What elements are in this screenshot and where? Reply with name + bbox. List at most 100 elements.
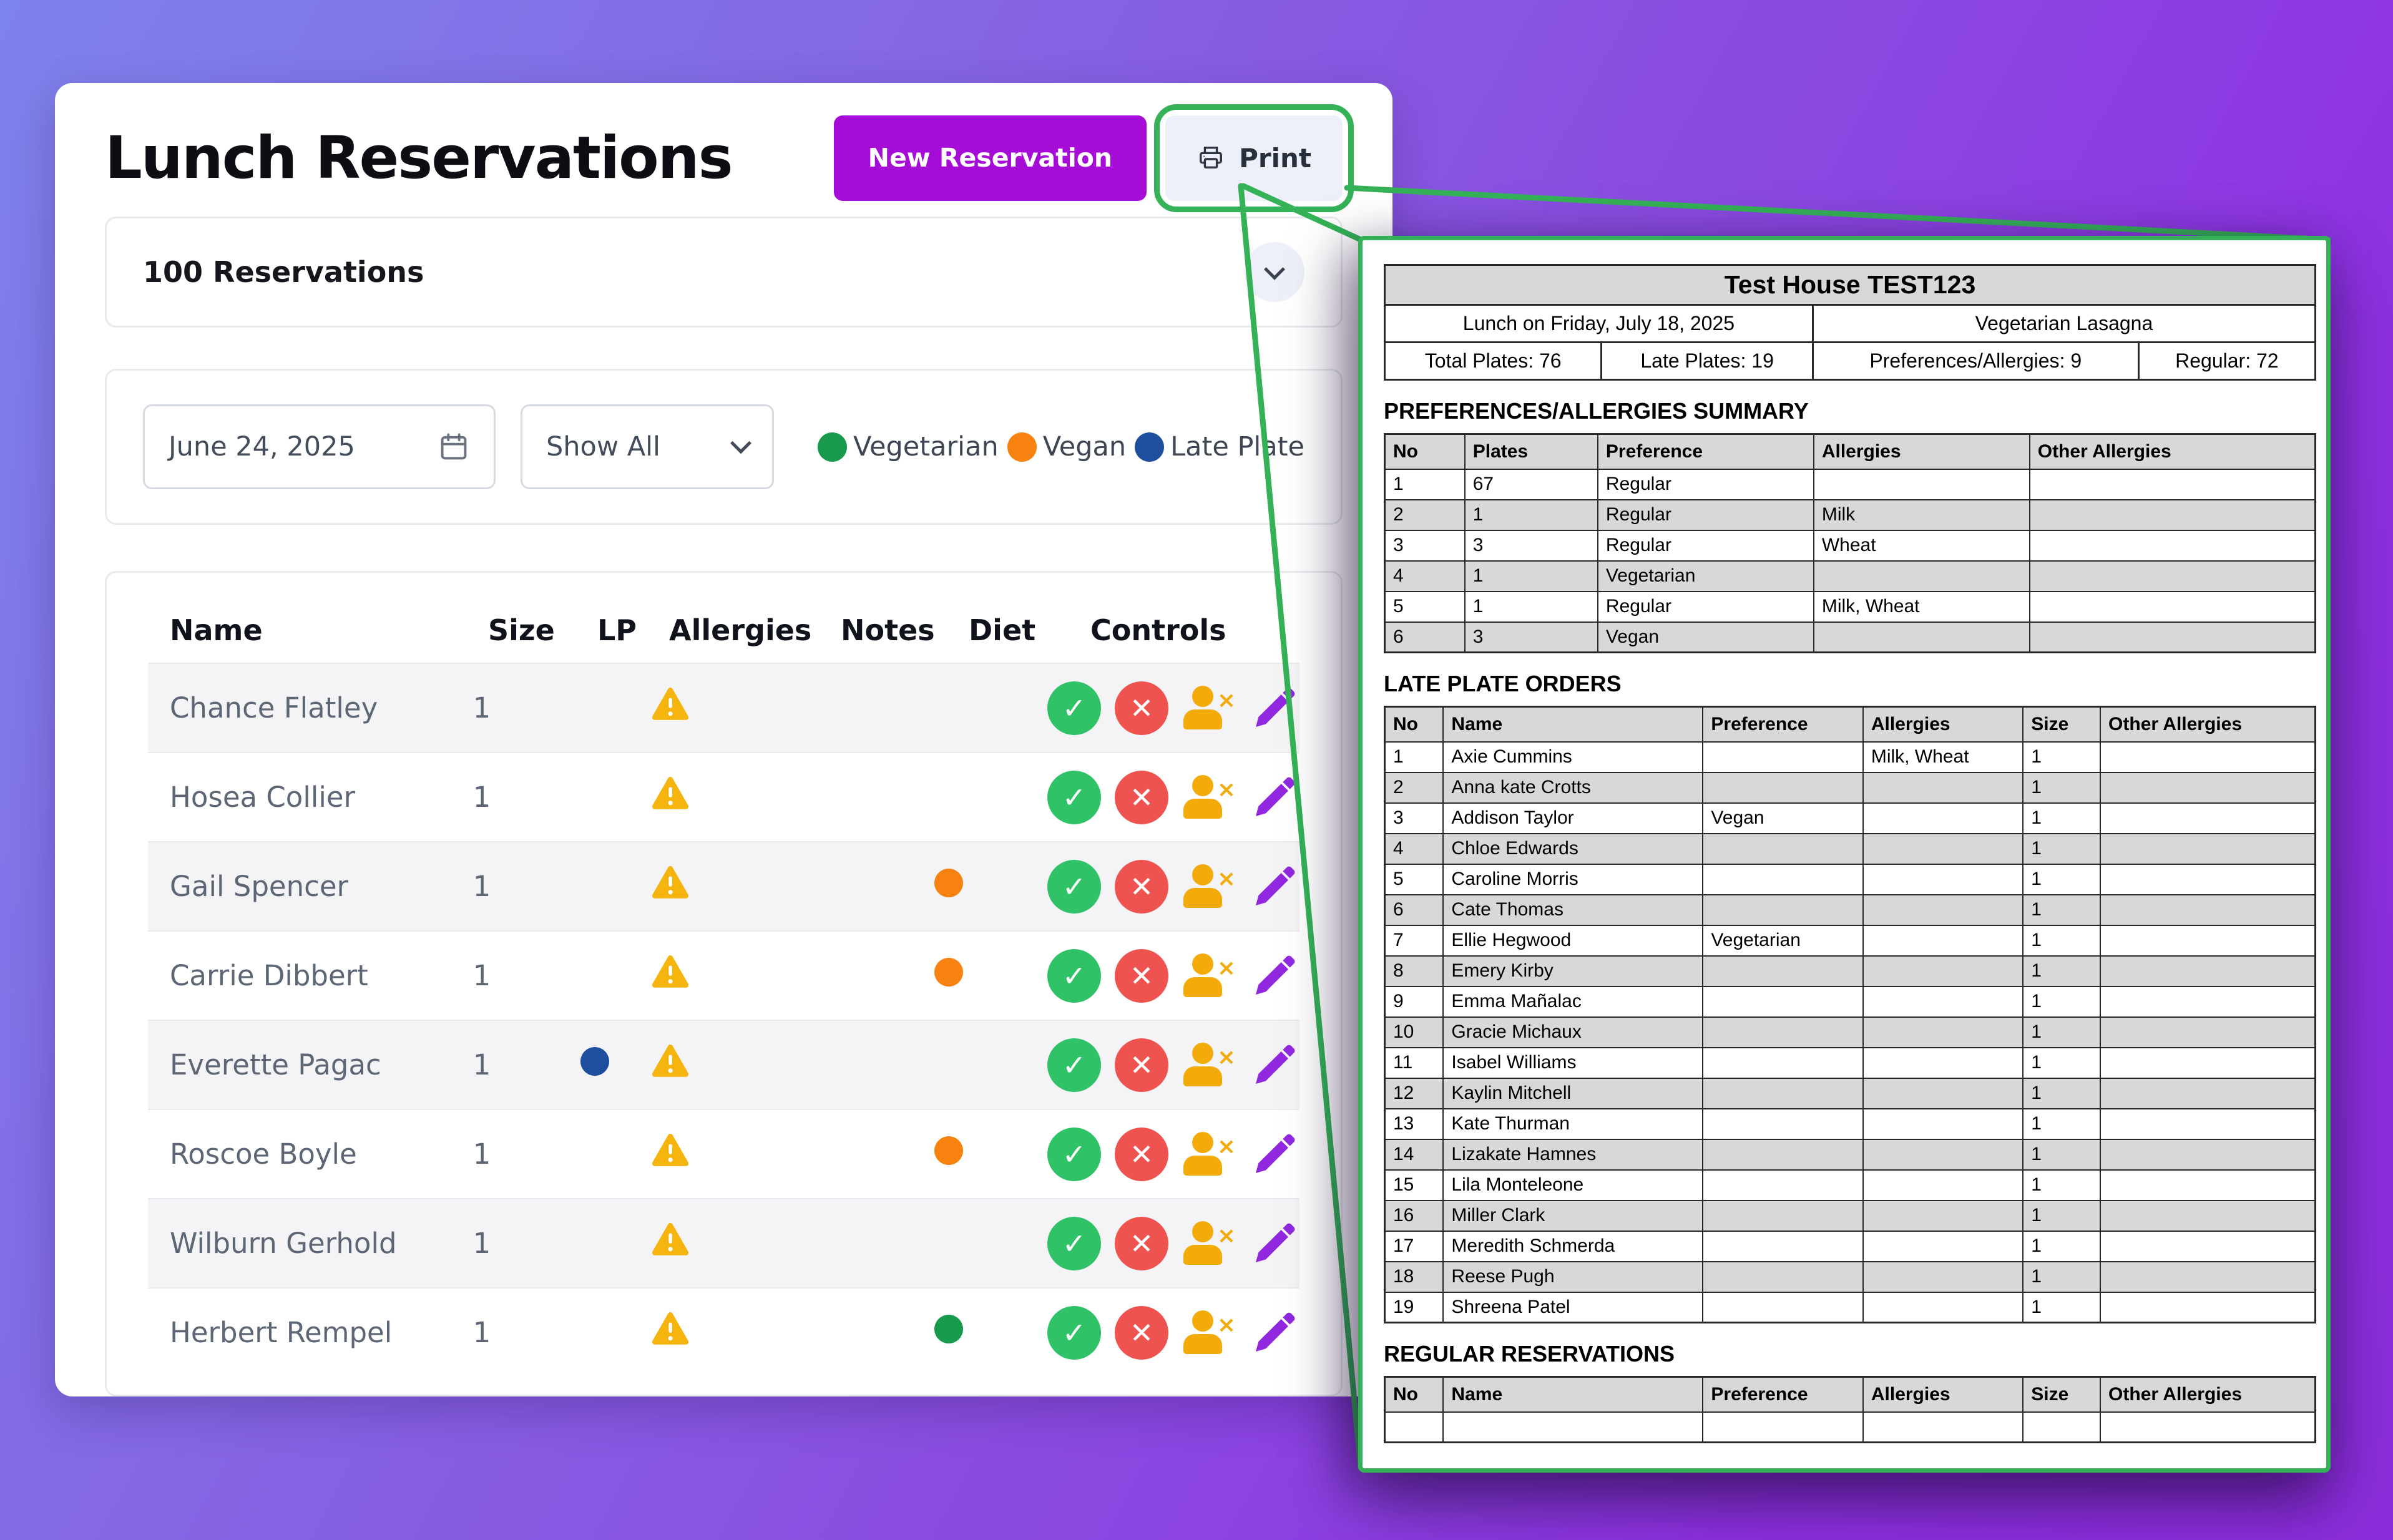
approve-button[interactable]: ✓: [1047, 859, 1102, 914]
preview-column-header: No: [1384, 433, 1466, 470]
pencil-icon: [1256, 1045, 1295, 1084]
cancel-button[interactable]: ✕: [1115, 1038, 1169, 1092]
preview-table-row: 4 Chloe Edwards 1: [1384, 832, 2316, 865]
regular-table-header: No Name Preference Allergies Size Other …: [1384, 1376, 2316, 1413]
edit-button[interactable]: [1250, 683, 1299, 733]
late-section-heading: LATE PLATE ORDERS: [1384, 671, 1622, 696]
legend-label: Vegetarian: [853, 431, 999, 462]
column-header-allergies: Allergies: [669, 613, 812, 647]
cancel-button[interactable]: ✕: [1115, 1216, 1169, 1270]
preview-table-row: 19 Shreena Patel 1: [1384, 1291, 2316, 1323]
allergy-warning-icon: [652, 955, 688, 988]
regular-table: No Name Preference Allergies Size Other …: [1384, 1376, 2316, 1443]
preview-column-header: Allergies: [1813, 433, 2030, 470]
cancel-button[interactable]: ✕: [1115, 1127, 1169, 1181]
reservation-row: Chance Flatley 1 ✓ ✕ ×: [148, 663, 1299, 752]
pencil-icon: [1256, 1134, 1295, 1173]
printer-icon: [1200, 146, 1223, 169]
approve-button[interactable]: ✓: [1047, 681, 1102, 735]
preview-table-row: 12 Kaylin Mitchell 1: [1384, 1077, 2316, 1109]
remove-guest-button[interactable]: ×: [1182, 774, 1236, 821]
preview-column-header: No: [1384, 706, 1444, 743]
edit-button[interactable]: [1250, 1129, 1299, 1179]
print-button[interactable]: Print: [1165, 115, 1343, 201]
remove-guest-button[interactable]: ×: [1182, 1131, 1236, 1178]
remove-guest-button[interactable]: ×: [1182, 1309, 1236, 1357]
check-icon: ✓: [1062, 1137, 1087, 1171]
status-filter-value: Show All: [546, 431, 661, 462]
approve-button[interactable]: ✓: [1047, 1127, 1102, 1181]
filters-bar: June 24, 2025 Show All Vegetarian Vegan …: [105, 369, 1343, 525]
column-header-name: Name: [170, 613, 263, 647]
allergy-warning-icon: [652, 1045, 688, 1077]
remove-guest-button[interactable]: ×: [1182, 863, 1236, 910]
collapse-button[interactable]: [1245, 242, 1304, 302]
approve-button[interactable]: ✓: [1047, 1038, 1102, 1092]
edit-button[interactable]: [1250, 1219, 1299, 1269]
preview-table-row: 15 Lila Monteleone 1: [1384, 1169, 2316, 1201]
new-reservation-button[interactable]: New Reservation: [833, 115, 1147, 201]
party-size: 1: [472, 781, 491, 814]
preview-table-row: 5 1 Regular Milk, Wheat: [1384, 590, 2316, 623]
summary-table-body: 1 67 Regular 2 1 Regular Milk 3 3 Regula…: [1384, 468, 2316, 653]
edit-button[interactable]: [1250, 772, 1299, 822]
edit-button[interactable]: [1250, 1040, 1299, 1090]
remove-guest-button[interactable]: ×: [1182, 1220, 1236, 1267]
check-icon: ✓: [1062, 958, 1087, 993]
date-input[interactable]: June 24, 2025: [143, 404, 496, 489]
preview-totals-row: Total Plates: 76 Late Plates: 19 Prefere…: [1383, 341, 2317, 381]
remove-guest-button[interactable]: ×: [1182, 1041, 1236, 1089]
approve-button[interactable]: ✓: [1047, 770, 1102, 824]
approve-button[interactable]: ✓: [1047, 1305, 1102, 1360]
remove-guest-button[interactable]: ×: [1182, 952, 1236, 1000]
preview-table-row: 5 Caroline Morris 1: [1384, 863, 2316, 895]
edit-button[interactable]: [1250, 1308, 1299, 1358]
preview-table-row: 7 Ellie Hegwood Vegetarian 1: [1384, 924, 2316, 957]
allergy-warning-icon: [652, 1134, 688, 1166]
app-header: Lunch Reservations New Reservation Print: [105, 104, 1354, 212]
person-x-icon: [1192, 1221, 1214, 1242]
reservation-row: Roscoe Boyle 1 ✓ ✕ ×: [148, 1109, 1299, 1198]
preview-column-header: Size: [2022, 1376, 2102, 1413]
date-value: June 24, 2025: [169, 431, 355, 462]
person-x-icon: [1192, 1131, 1214, 1153]
calendar-icon: [441, 433, 467, 460]
late-table-body: 1 Axie Cummins Milk, Wheat 1 2 Anna kate…: [1384, 741, 2316, 1323]
guest-name: Chance Flatley: [170, 691, 378, 724]
diet-dot: [934, 1136, 963, 1165]
cancel-button[interactable]: ✕: [1115, 859, 1169, 914]
cancel-button[interactable]: ✕: [1115, 948, 1169, 1003]
cancel-button[interactable]: ✕: [1115, 1305, 1169, 1360]
remove-guest-button[interactable]: ×: [1182, 685, 1236, 732]
preview-table-row: 2 1 Regular Milk: [1384, 499, 2316, 531]
status-filter-select[interactable]: Show All: [521, 404, 774, 489]
legend-item: Vegan: [1007, 431, 1126, 462]
preview-table-row: 3 Addison Taylor Vegan 1: [1384, 802, 2316, 834]
reservation-row: Hosea Collier 1 ✓ ✕ ×: [148, 752, 1299, 841]
page-title: Lunch Reservations: [105, 124, 733, 192]
legend-dot: [817, 432, 847, 462]
cancel-button[interactable]: ✕: [1115, 770, 1169, 824]
summary-table-header: No Plates Preference Allergies Other All…: [1384, 433, 2316, 470]
preview-column-header: Other Allergies: [2100, 1376, 2316, 1413]
edit-button[interactable]: [1250, 862, 1299, 912]
pencil-icon: [1256, 955, 1295, 995]
x-icon: ✕: [1129, 869, 1154, 904]
cancel-button[interactable]: ✕: [1115, 681, 1169, 735]
preview-total-cell: Preferences/Allergies: 9: [1811, 341, 2140, 381]
check-icon: ✓: [1062, 1315, 1087, 1350]
preview-column-header: Other Allergies: [2100, 706, 2316, 743]
diet-dot: [934, 958, 963, 987]
x-icon: ✕: [1129, 691, 1154, 725]
reservation-row: Carrie Dibbert 1 ✓ ✕ ×: [148, 930, 1299, 1020]
late-plate-table: No Name Preference Allergies Size Other …: [1384, 706, 2316, 1323]
preview-total-cell: Total Plates: 76: [1383, 341, 1603, 381]
reservation-row: Herbert Rempel 1 ✓ ✕ ×: [148, 1287, 1299, 1377]
diet-dot: [934, 1315, 963, 1343]
approve-button[interactable]: ✓: [1047, 948, 1102, 1003]
approve-button[interactable]: ✓: [1047, 1216, 1102, 1270]
edit-button[interactable]: [1250, 951, 1299, 1001]
summary-section-heading: PREFERENCES/ALLERGIES SUMMARY: [1384, 398, 1809, 424]
print-button-wrap: Print: [1154, 104, 1354, 212]
allergy-warning-icon: [652, 777, 688, 809]
